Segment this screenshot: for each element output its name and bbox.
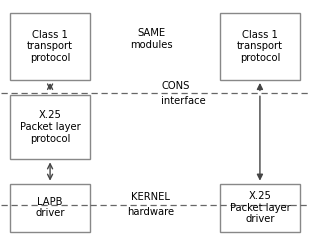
Text: Class 1
transport
protocol: Class 1 transport protocol xyxy=(27,30,73,63)
FancyBboxPatch shape xyxy=(220,13,300,80)
Text: X.25
Packet layer
driver: X.25 Packet layer driver xyxy=(229,191,290,224)
Text: hardware: hardware xyxy=(127,207,174,217)
FancyBboxPatch shape xyxy=(220,184,300,232)
Text: LAPB
driver: LAPB driver xyxy=(35,197,65,219)
Text: SAME
modules: SAME modules xyxy=(131,28,173,50)
FancyBboxPatch shape xyxy=(10,184,90,232)
Text: CONS: CONS xyxy=(161,81,189,91)
Text: X.25
Packet layer
protocol: X.25 Packet layer protocol xyxy=(20,110,81,144)
Text: interface: interface xyxy=(161,96,206,106)
Text: Class 1
transport
protocol: Class 1 transport protocol xyxy=(237,30,283,63)
Text: KERNEL: KERNEL xyxy=(131,192,170,202)
FancyBboxPatch shape xyxy=(10,95,90,159)
FancyBboxPatch shape xyxy=(10,13,90,80)
